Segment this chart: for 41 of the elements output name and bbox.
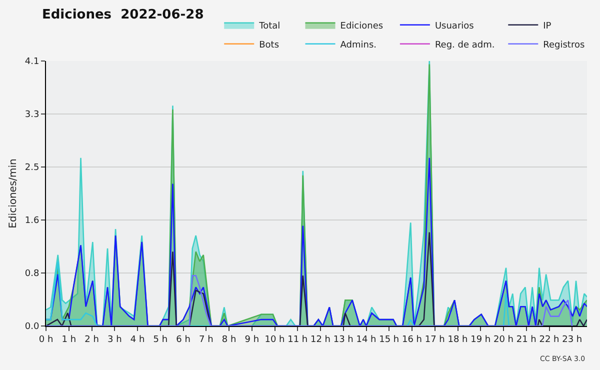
y-tick-label: 4.1 <box>24 57 40 68</box>
x-tick-label: 4 h <box>130 334 145 345</box>
legend-label: Registros <box>543 40 585 50</box>
legend-label: Total <box>258 21 280 32</box>
x-tick-label: 22 h <box>539 334 560 345</box>
line-series <box>46 274 573 326</box>
x-tick-label: 0 h <box>38 334 54 345</box>
x-tick-label: 15 h <box>379 334 400 345</box>
legend-label: Ediciones <box>340 21 384 32</box>
x-tick-label: 19 h <box>470 334 491 345</box>
x-tick-label: 20 h <box>493 334 514 345</box>
x-tick-label: 7 h <box>198 334 214 345</box>
x-tick-label: 14 h <box>356 334 376 345</box>
x-tick-label: 18 h <box>448 334 468 345</box>
y-tick-label: 1.6 <box>24 216 40 226</box>
y-tick-label: 0.0 <box>24 322 40 332</box>
legend-label: Admins. <box>340 40 377 50</box>
x-tick-label: 10 h <box>264 334 285 345</box>
x-tick-label: 3 h <box>107 334 122 345</box>
x-tick-label: 17 h <box>424 334 445 345</box>
legend-label: IP <box>543 21 552 32</box>
legend-label: Usuarios <box>434 21 474 32</box>
legend-label: Bots <box>259 40 280 50</box>
y-axis-title: Ediciones/min <box>8 158 19 228</box>
x-tick-label: 2 h <box>84 334 99 345</box>
y-tick-label: 2.5 <box>24 163 40 174</box>
x-tick-label: 8 h <box>222 334 236 345</box>
x-tick-label: 13 h <box>333 334 354 345</box>
x-tick-label: 21 h <box>516 334 536 345</box>
x-tick-label: 1 h <box>62 334 76 345</box>
chart-title: Ediciones 2022-06-28 <box>42 7 204 22</box>
x-tick-label: 6 h <box>176 334 190 345</box>
y-tick-label: 0.8 <box>24 269 40 280</box>
legend-label: Reg. de adm. <box>434 40 495 50</box>
x-tick-label: 12 h <box>310 334 331 345</box>
x-tick-label: 16 h <box>402 334 422 345</box>
y-tick-label: 3.3 <box>24 110 40 120</box>
x-tick-label: 5 h <box>153 334 168 345</box>
x-tick-label: 23 h <box>562 334 582 345</box>
x-tick-label: 9 h <box>244 334 260 345</box>
x-tick-label: 11 h <box>288 334 308 345</box>
